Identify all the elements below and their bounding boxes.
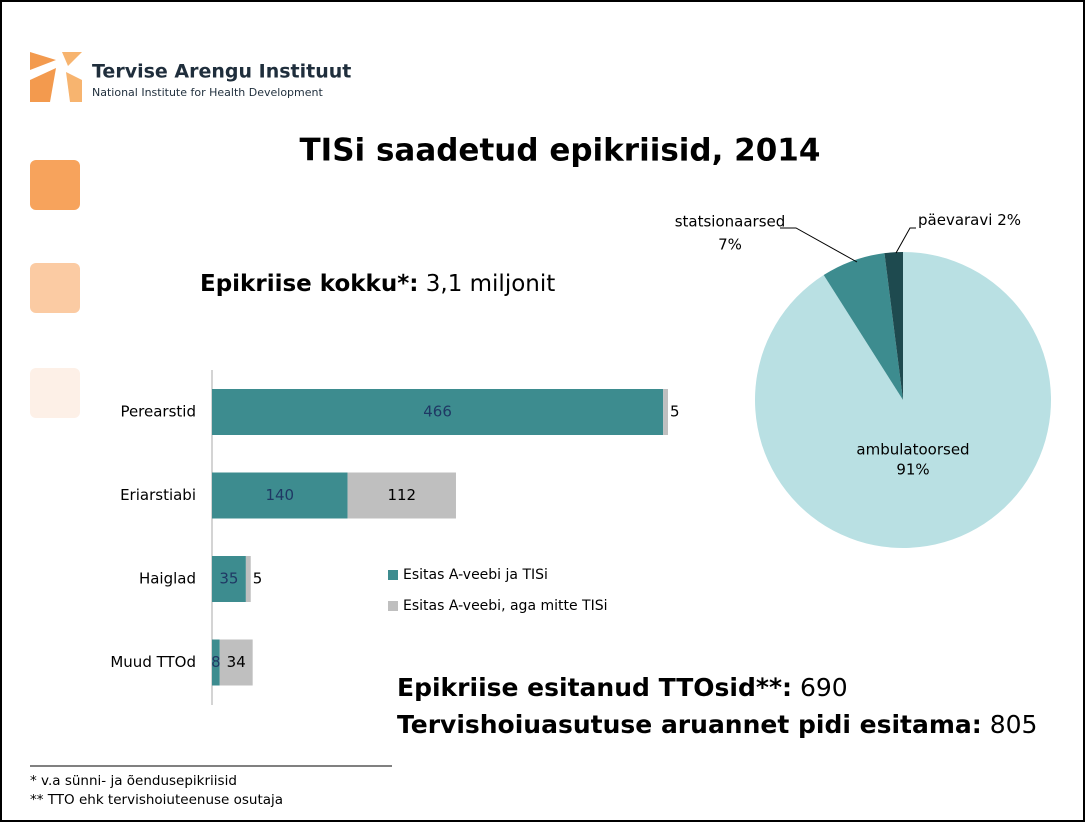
legend-swatch	[388, 570, 398, 580]
leader-line	[780, 227, 858, 263]
category-label: Muud TTOd	[110, 653, 196, 671]
legend-swatch	[388, 601, 398, 611]
summary-value: 690	[800, 673, 848, 702]
value-label: 5	[670, 403, 680, 421]
legend-label: Esitas A-veebi, aga mitte TISi	[403, 598, 608, 614]
leader-line	[895, 227, 916, 254]
slice-label: päevaravi	[918, 211, 992, 229]
summary-label: Epikriise esitanud TTOsid**:	[397, 673, 792, 702]
total-text: Epikriise kokku*: 3,1 miljonit	[200, 271, 555, 297]
bar-segment	[212, 556, 246, 602]
bar-segment	[219, 639, 253, 686]
org-name: Tervise Arengu Instituut	[92, 61, 351, 83]
slice-label: statsionaarsed	[675, 213, 786, 231]
footnote: ** TTO ehk tervishoiuteenuse osutaja	[30, 792, 283, 808]
deco-square	[30, 368, 80, 418]
category-label: Eriarstiabi	[120, 486, 196, 504]
slide-title: TISi saadetud epikriisid, 2014	[300, 133, 821, 169]
value-label: 466	[423, 403, 452, 421]
summary-label: Tervishoiuasutuse aruannet pidi esitama:	[397, 710, 982, 739]
summary-line: Epikriise esitanud TTOsid**: 690	[397, 673, 848, 702]
pie-slice	[823, 253, 903, 400]
bar-segment	[212, 639, 220, 686]
value-label: 8	[211, 653, 221, 671]
slice-value: 91%	[896, 461, 929, 479]
value-label: 35	[219, 570, 238, 588]
value-label: 34	[227, 653, 246, 671]
slice-label: ambulatoorsed	[856, 441, 969, 459]
category-label: Perearstid	[120, 403, 196, 421]
slice-value: 7%	[718, 236, 742, 254]
bar-segment	[347, 472, 456, 519]
org-name-en: National Institute for Health Developmen…	[92, 86, 323, 99]
deco-square	[30, 263, 80, 313]
slice-value: 2%	[997, 211, 1021, 229]
total-value: 3,1 miljonit	[426, 271, 556, 297]
total-label: Epikriise kokku*:	[200, 271, 418, 297]
footnote: * v.a sünni- ja õendusepikriisid	[30, 773, 237, 789]
legend-label: Esitas A-veebi ja TISi	[403, 567, 548, 583]
value-label: 5	[253, 570, 263, 588]
summary-line: Tervishoiuasutuse aruannet pidi esitama:…	[397, 710, 1037, 739]
pie-slice	[884, 252, 903, 400]
logo	[30, 52, 82, 102]
bar-segment	[212, 389, 664, 435]
summary-value: 805	[990, 710, 1038, 739]
value-label: 112	[387, 486, 416, 504]
category-label: Haiglad	[139, 570, 196, 588]
bar-segment	[663, 389, 668, 435]
value-label: 140	[265, 486, 294, 504]
bar-segment	[245, 556, 251, 602]
slice-label-group: päevaravi 2%	[918, 211, 1021, 229]
deco-square	[30, 160, 80, 210]
bar-segment	[212, 472, 348, 519]
